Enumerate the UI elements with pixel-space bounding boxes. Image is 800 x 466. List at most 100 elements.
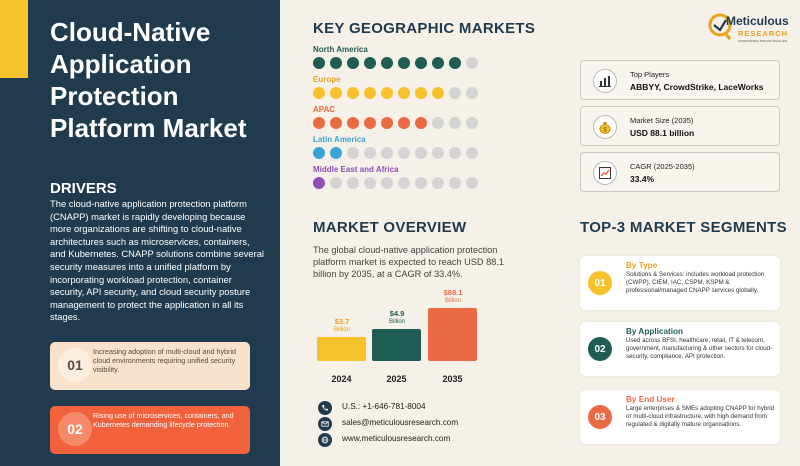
overview-heading: MARKET OVERVIEW	[313, 219, 467, 236]
driver-card-number: 02	[58, 412, 92, 446]
geo-heading: KEY GEOGRAPHIC MARKETS	[313, 20, 536, 37]
segment-desc: Used across BFSI, healthcare, retail, IT…	[626, 337, 773, 360]
segment-title: By End User	[626, 395, 675, 404]
dot-empty	[381, 177, 393, 189]
dot-filled	[398, 57, 410, 69]
driver-card-text: Rising use of microservices, containers,…	[93, 411, 234, 429]
dot-filled	[313, 147, 325, 159]
dot-empty	[466, 117, 478, 129]
dot-empty	[449, 177, 461, 189]
region-row: Latin America	[313, 135, 478, 159]
segment-card-2: 02 By Application Used across BFSI, heal…	[580, 322, 780, 376]
region-row: APAC	[313, 105, 478, 129]
dot-filled	[398, 87, 410, 99]
overview-text: The global cloud-native application prot…	[313, 245, 504, 279]
dot-filled	[432, 87, 444, 99]
dot-filled	[364, 57, 376, 69]
dot-filled	[381, 117, 393, 129]
region-dots	[313, 117, 478, 129]
region-name: APAC	[313, 105, 336, 114]
dot-filled	[364, 87, 376, 99]
dot-filled	[415, 57, 427, 69]
dot-filled	[381, 87, 393, 99]
region-dots	[313, 57, 478, 69]
dot-empty	[449, 147, 461, 159]
globe-icon	[318, 433, 332, 447]
region-row: Middle East and Africa	[313, 165, 478, 189]
segment-desc: Large enterprises & SMEs adopting CNAPP …	[626, 405, 775, 428]
segments-heading: TOP-3 MARKET SEGMENTS	[580, 219, 787, 236]
dot-filled	[347, 57, 359, 69]
region-name: North America	[313, 45, 368, 54]
dot-filled	[330, 117, 342, 129]
left-panel: Cloud-Native Application Protection Plat…	[0, 0, 280, 466]
bar-year-label: 2024	[331, 374, 352, 384]
region-dots	[313, 177, 478, 189]
stat-cagr: CAGR (2025-2035) 33.4%	[580, 152, 780, 192]
dot-empty	[449, 87, 461, 99]
bar-value-label: $88.1 Billion	[443, 288, 463, 305]
bar-2035	[428, 308, 477, 361]
dot-filled	[347, 117, 359, 129]
stat-label: Top Players	[630, 70, 670, 79]
region-name: Europe	[313, 75, 341, 84]
dot-empty	[415, 147, 427, 159]
stat-label: Market Size (2035)	[630, 116, 694, 125]
bar-year-label: 2035	[442, 374, 463, 384]
page-title: Cloud-Native Application Protection Plat…	[50, 17, 247, 143]
dot-empty	[347, 147, 359, 159]
dot-filled	[449, 57, 461, 69]
dot-empty	[398, 177, 410, 189]
dot-empty	[381, 147, 393, 159]
logo-name: Meticulous	[726, 14, 789, 28]
driver-card-number: 01	[58, 348, 92, 382]
region-dots	[313, 147, 478, 159]
bar-year-label: 2025	[386, 374, 407, 384]
contact-text[interactable]: www.meticulousresearch.com	[342, 434, 451, 443]
segment-desc: Solutions & Services: includes workload …	[626, 271, 765, 294]
stat-value: ABBYY, CrowdStrike, LaceWorks	[630, 82, 764, 92]
dot-empty	[466, 57, 478, 69]
dot-empty	[449, 117, 461, 129]
stat-label: CAGR (2025-2035)	[630, 162, 695, 171]
segment-number: 01	[588, 271, 612, 295]
dot-filled	[330, 87, 342, 99]
svg-text:$: $	[603, 128, 607, 134]
dot-empty	[398, 147, 410, 159]
dot-filled	[313, 117, 325, 129]
bar-value-label: $3.7 Billion	[333, 317, 350, 334]
bar-chart-icon	[593, 69, 617, 93]
region-dots	[313, 87, 478, 99]
accent-bar	[0, 0, 28, 78]
dot-empty	[466, 147, 478, 159]
logo-tagline: TRANSFORMING INSIGHTS SINCE 2010	[738, 40, 788, 43]
dot-empty	[432, 117, 444, 129]
email-icon	[318, 417, 332, 431]
bar-value-label: $4.9 Billion	[388, 309, 405, 326]
dot-filled	[415, 87, 427, 99]
dot-empty	[330, 177, 342, 189]
segment-number: 03	[588, 405, 612, 429]
segment-title: By Application	[626, 327, 684, 336]
logo-mark-icon	[708, 13, 732, 40]
logo: Meticulous RESEARCH TRANSFORMING INSIGHT…	[708, 12, 790, 48]
money-bag-icon: $	[593, 115, 617, 139]
stat-top-players: Top Players ABBYY, CrowdStrike, LaceWork…	[580, 60, 780, 100]
driver-card-1: 01 Increasing adoption of multi-cloud an…	[50, 342, 250, 390]
drivers-text: The cloud-native application protection …	[50, 198, 265, 323]
dot-filled	[398, 117, 410, 129]
driver-card-text: Increasing adoption of multi-cloud and h…	[93, 347, 237, 374]
logo-sub: RESEARCH	[738, 29, 789, 38]
dot-filled	[313, 87, 325, 99]
dot-filled	[432, 57, 444, 69]
dot-filled	[381, 57, 393, 69]
contact-text: U.S.: +1-646-781-8004	[342, 402, 426, 411]
segment-card-3: 03 By End User Large enterprises & SMEs …	[580, 390, 780, 444]
stat-value: 33.4%	[630, 174, 655, 184]
stat-market-size: $ Market Size (2035) USD 88.1 billion	[580, 106, 780, 146]
dot-empty	[432, 147, 444, 159]
region-name: Latin America	[313, 135, 366, 144]
contact-text[interactable]: sales@meticulousresearch.com	[342, 418, 459, 427]
region-name: Middle East and Africa	[313, 165, 399, 174]
dot-empty	[347, 177, 359, 189]
